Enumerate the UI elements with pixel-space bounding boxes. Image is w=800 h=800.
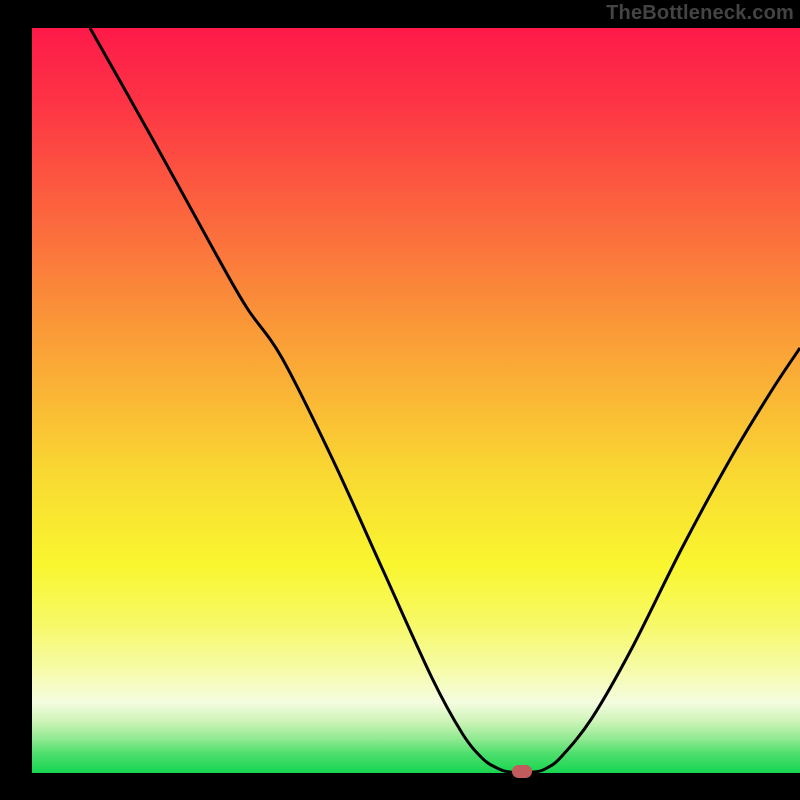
gradient-background	[32, 28, 800, 773]
optimal-point-marker	[512, 765, 532, 778]
watermark-text: TheBottleneck.com	[606, 2, 794, 25]
chart-svg	[32, 28, 800, 773]
plot-area	[32, 28, 800, 773]
chart-frame: TheBottleneck.com	[0, 0, 800, 800]
